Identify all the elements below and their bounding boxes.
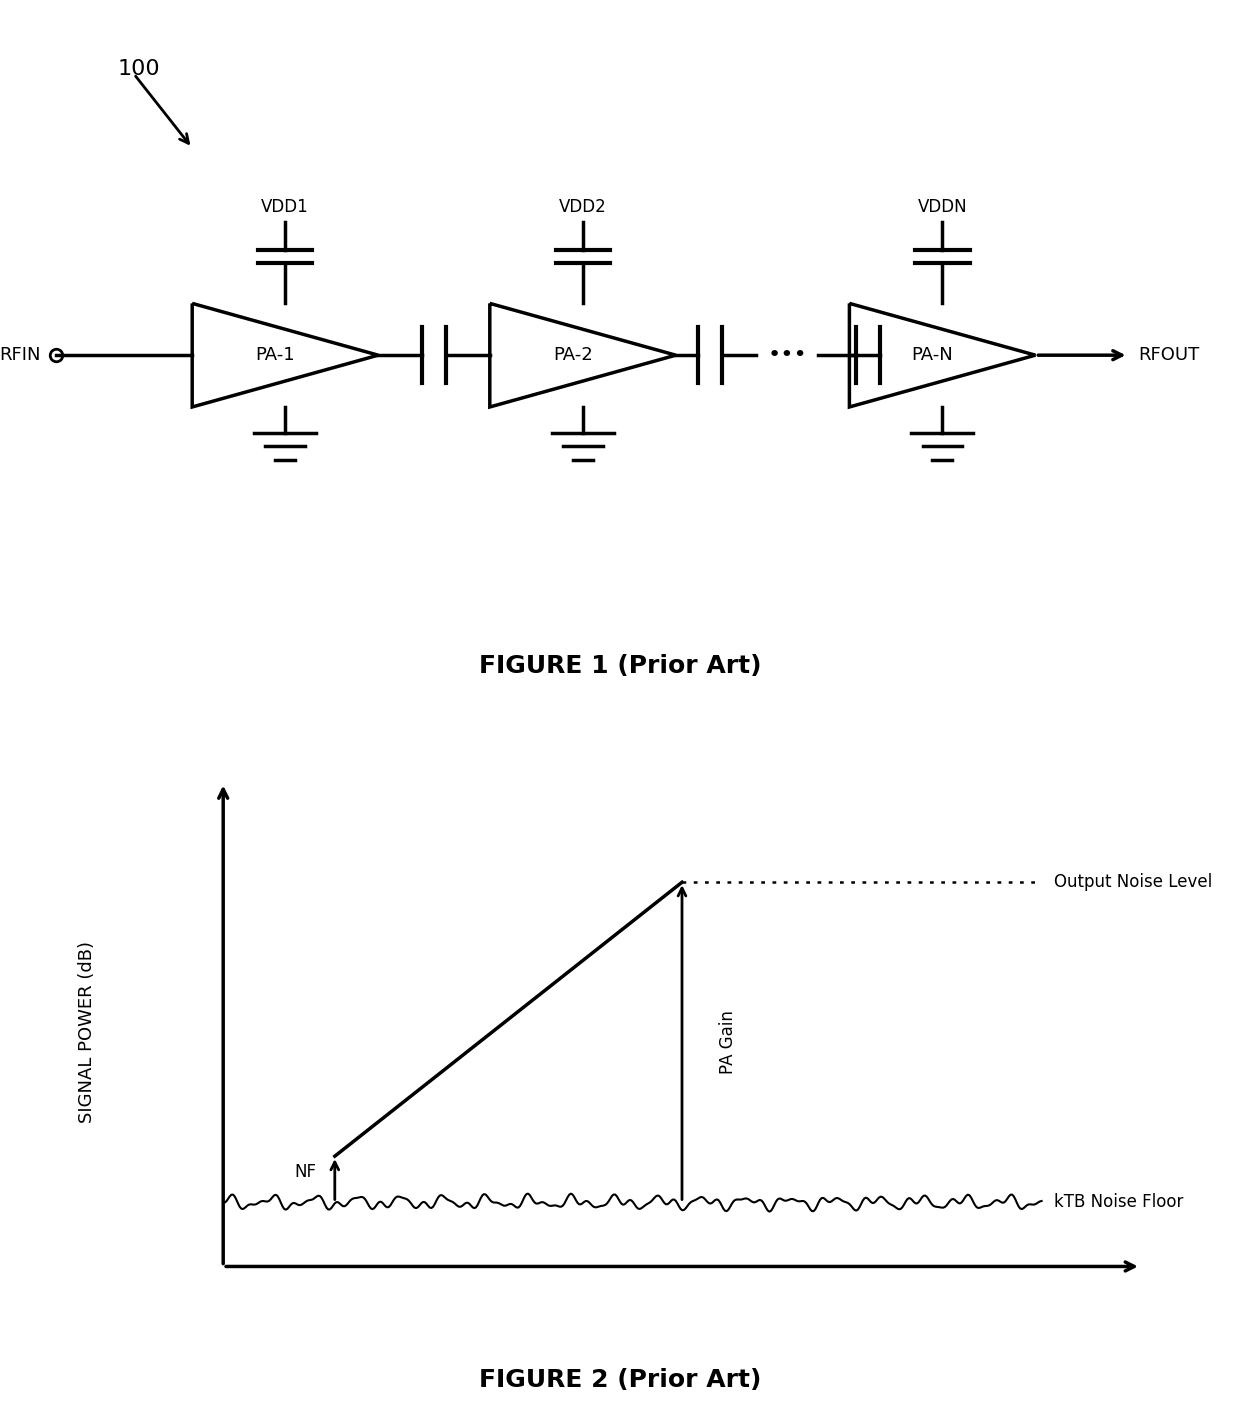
- Text: 100: 100: [118, 60, 160, 80]
- Text: PA-N: PA-N: [911, 346, 954, 364]
- Text: VDDN: VDDN: [918, 198, 967, 216]
- Text: PA Gain: PA Gain: [719, 1010, 738, 1074]
- Text: RFOUT: RFOUT: [1138, 346, 1199, 364]
- Text: Output Noise Level: Output Noise Level: [1054, 874, 1213, 891]
- Text: RFIN: RFIN: [0, 346, 41, 364]
- Text: NF: NF: [294, 1163, 316, 1181]
- Text: FIGURE 1 (Prior Art): FIGURE 1 (Prior Art): [479, 655, 761, 677]
- Text: kTB Noise Floor: kTB Noise Floor: [1054, 1194, 1183, 1211]
- Text: •••: •••: [768, 346, 807, 366]
- Text: PA-1: PA-1: [255, 346, 295, 364]
- Text: VDD2: VDD2: [559, 198, 606, 216]
- Text: SIGNAL POWER (dB): SIGNAL POWER (dB): [78, 941, 95, 1123]
- Text: FIGURE 2 (Prior Art): FIGURE 2 (Prior Art): [479, 1369, 761, 1392]
- Text: PA-2: PA-2: [553, 346, 593, 364]
- Text: VDD1: VDD1: [262, 198, 309, 216]
